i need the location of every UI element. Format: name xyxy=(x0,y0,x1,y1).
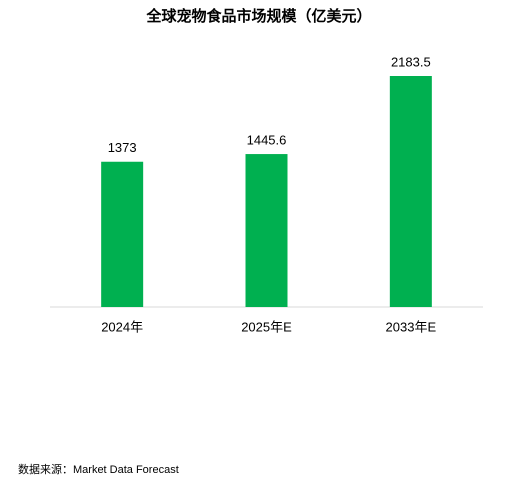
bar xyxy=(245,154,288,307)
x-tick-label: 2033年E xyxy=(386,319,437,334)
data-label: 2183.5 xyxy=(391,54,431,69)
data-label: 1445.6 xyxy=(247,133,287,148)
data-label: 1373 xyxy=(108,140,137,155)
source-note: 数据来源：Market Data Forecast xyxy=(18,462,179,476)
bar xyxy=(389,76,432,307)
x-tick-label: 2025年E xyxy=(241,319,292,334)
x-tick-label: 2024年 xyxy=(101,319,143,334)
chart-title: 全球宠物食品市场规模（亿美元） xyxy=(145,7,371,25)
bar xyxy=(101,161,144,307)
